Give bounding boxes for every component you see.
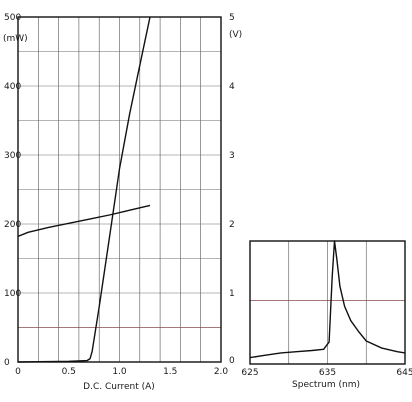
left-y-tick-label: 300 (4, 151, 21, 161)
right-y-tick-label: 3 (229, 151, 235, 161)
main-plot-frame (17, 16, 222, 363)
spectrum-chart-series (249, 240, 406, 359)
main-chart-series (17, 16, 151, 363)
power-series-line (17, 16, 151, 363)
spectrum-chart-ticks: 625 635 645 (241, 368, 412, 378)
main-chart-grid (17, 16, 222, 363)
voltage-series-line (17, 204, 151, 238)
main-x-tick-label: 1.5 (163, 367, 177, 377)
right-y-tick-label: 0 (229, 356, 235, 366)
main-x-tick-label: 0 (15, 367, 21, 377)
spectrum-series-line (249, 240, 406, 359)
right-y-tick-label: 2 (229, 220, 235, 230)
right-axis-unit: (V) (229, 30, 242, 40)
spectrum-x-tick-label: 645 (396, 368, 412, 378)
left-y-tick-label: 200 (4, 220, 21, 230)
main-x-tick-label: 2.0 (214, 367, 229, 377)
left-y-tick-label: 0 (4, 358, 10, 368)
main-x-axis-label: D.C. Current (A) (83, 382, 155, 392)
spectrum-x-tick-label: 625 (241, 368, 258, 378)
main-x-tick-label: 0.5 (62, 367, 76, 377)
spectrum-chart-grid (249, 240, 406, 365)
right-y-tick-label: 4 (229, 82, 235, 92)
right-y-tick-label: 5 (229, 13, 235, 23)
left-y-tick-label: 100 (4, 289, 21, 299)
spectrum-x-tick-label: 635 (319, 368, 336, 378)
left-axis-unit: (mW) (3, 34, 28, 44)
right-y-tick-label: 1 (229, 289, 235, 299)
spectrum-plot-frame (249, 240, 406, 365)
left-y-tick-label: 400 (4, 82, 21, 92)
main-x-tick-label: 1.0 (112, 367, 127, 377)
spectrum-x-axis-label: Spectrum (nm) (292, 380, 360, 390)
left-y-tick-label: 500 (4, 13, 21, 23)
